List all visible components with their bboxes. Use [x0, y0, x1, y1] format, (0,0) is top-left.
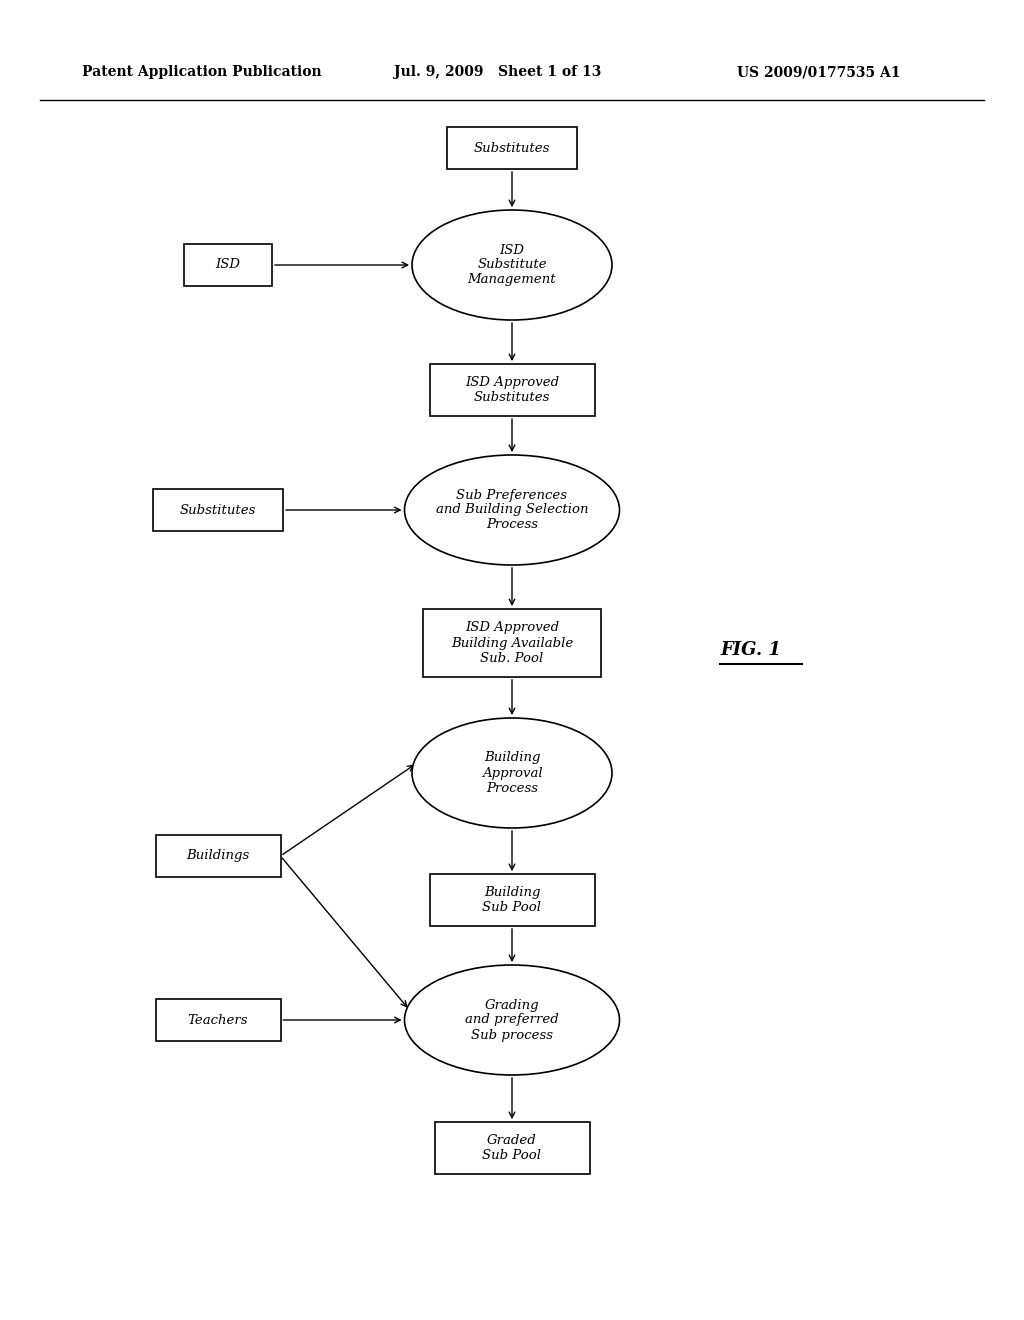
Text: ISD Approved
Substitutes: ISD Approved Substitutes [465, 376, 559, 404]
Ellipse shape [412, 210, 612, 319]
FancyBboxPatch shape [156, 836, 281, 876]
Text: ISD: ISD [215, 259, 241, 272]
FancyBboxPatch shape [184, 244, 272, 286]
Text: Grading
and preferred
Sub process: Grading and preferred Sub process [465, 998, 559, 1041]
FancyBboxPatch shape [156, 999, 281, 1041]
Text: Graded
Sub Pool: Graded Sub Pool [482, 1134, 542, 1162]
Text: US 2009/0177535 A1: US 2009/0177535 A1 [737, 65, 901, 79]
Text: Substitutes: Substitutes [180, 503, 256, 516]
Text: Patent Application Publication: Patent Application Publication [82, 65, 322, 79]
Text: Teachers: Teachers [187, 1014, 248, 1027]
FancyBboxPatch shape [423, 609, 601, 677]
Text: Buildings: Buildings [186, 850, 250, 862]
Text: ISD
Substitute
Management: ISD Substitute Management [468, 243, 556, 286]
Ellipse shape [404, 455, 620, 565]
FancyBboxPatch shape [429, 874, 595, 927]
Ellipse shape [404, 965, 620, 1074]
FancyBboxPatch shape [447, 127, 577, 169]
Text: Sub Preferences
and Building Selection
Process: Sub Preferences and Building Selection P… [436, 488, 588, 532]
Ellipse shape [412, 718, 612, 828]
Text: Building
Sub Pool: Building Sub Pool [482, 886, 542, 913]
Text: Building
Approval
Process: Building Approval Process [481, 751, 543, 795]
FancyBboxPatch shape [153, 488, 283, 531]
FancyBboxPatch shape [434, 1122, 590, 1173]
Text: Substitutes: Substitutes [474, 141, 550, 154]
Text: ISD Approved
Building Available
Sub. Pool: ISD Approved Building Available Sub. Poo… [451, 622, 573, 664]
Text: Jul. 9, 2009   Sheet 1 of 13: Jul. 9, 2009 Sheet 1 of 13 [394, 65, 602, 79]
Text: FIG. 1: FIG. 1 [720, 642, 781, 659]
FancyBboxPatch shape [429, 364, 595, 416]
